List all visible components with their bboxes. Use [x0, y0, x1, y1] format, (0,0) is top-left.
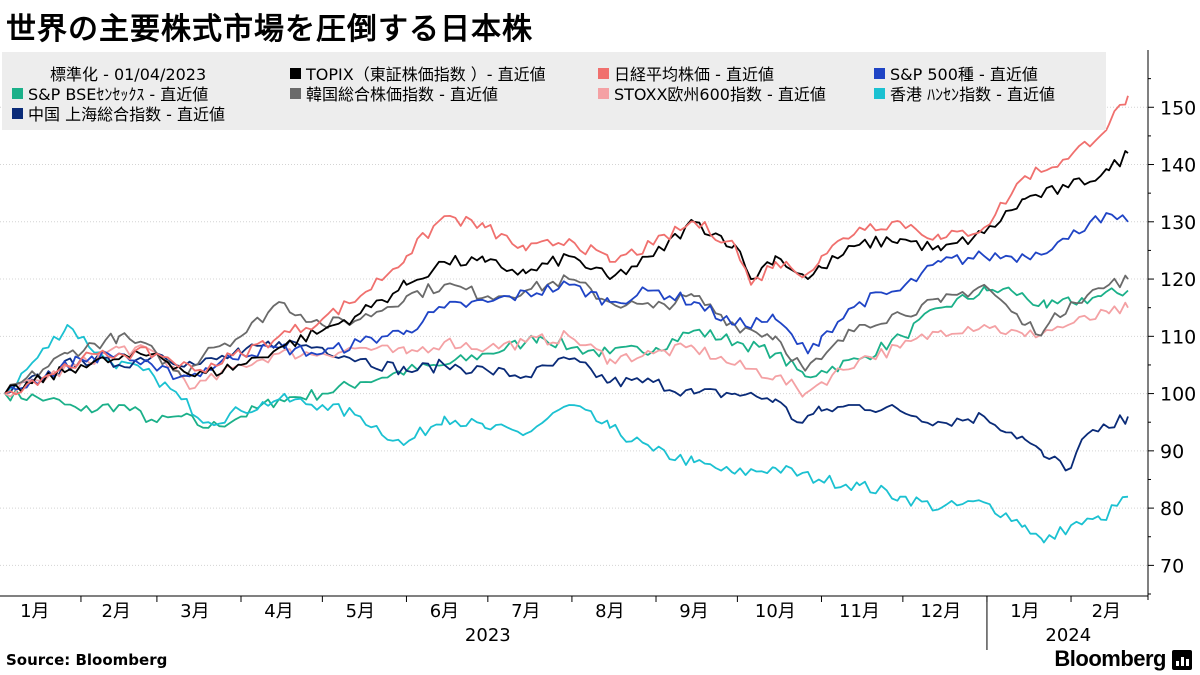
year-label: 2023 — [465, 625, 511, 646]
brand-logo: Bloomberg — [1054, 646, 1166, 671]
legend-item: S&P 500種 - 直近値 — [874, 61, 1038, 85]
series-line — [4, 150, 1129, 395]
legend-header: 標準化 - 01/04/2023 — [50, 65, 207, 84]
x-tick-label: 1月 — [20, 601, 49, 622]
legend-item: 香港 ﾊﾝｾﾝ指数 - 直近値 — [874, 81, 1055, 105]
legend-swatch — [598, 87, 609, 99]
x-tick-label: 6月 — [430, 601, 459, 622]
bar-chart-icon — [1172, 650, 1192, 670]
y-tick-label: 130 — [1160, 212, 1196, 234]
x-tick-label: 9月 — [679, 601, 708, 622]
legend-swatch — [874, 67, 885, 79]
x-tick-label: 5月 — [346, 601, 375, 622]
series-line — [4, 324, 1129, 544]
series-line — [4, 274, 1129, 395]
legend-item: 日経平均株価 - 直近値 — [598, 61, 774, 85]
legend-item: TOPIX（東証株価指数 ）- 直近値 — [290, 61, 546, 85]
x-tick-label: 8月 — [595, 601, 624, 622]
y-tick-label: 150 — [1160, 97, 1196, 119]
legend-item: STOXX欧州600指数 - 直近値 — [598, 81, 826, 105]
series-lines — [4, 95, 1129, 544]
x-tick-label: 2月 — [101, 601, 130, 622]
x-tick-label: 10月 — [755, 601, 796, 622]
legend-label: 日経平均株価 - 直近値 — [614, 65, 774, 84]
legend-label: S&P BSEｾﾝｾｯｸｽ - 直近値 — [28, 85, 209, 104]
axes: 70 80 90 100 110 120 130 140 150 1月 2月 3月 4月 5月 6月 7月 8月… — [0, 50, 1196, 650]
legend-label: 中国 上海総合指数 - 直近値 — [28, 105, 226, 124]
legend-label: S&P 500種 - 直近値 — [890, 65, 1038, 84]
x-tick-label: 2月 — [1092, 601, 1121, 622]
legend-item: 中国 上海総合指数 - 直近値 — [12, 101, 225, 125]
legend-swatch — [290, 67, 301, 79]
x-tick-label: 7月 — [511, 601, 540, 622]
y-tick-label: 90 — [1160, 441, 1184, 463]
legend-swatch — [598, 67, 609, 79]
legend-label: 韓国総合株価指数 - 直近値 — [306, 85, 498, 104]
y-tick-label: 70 — [1160, 555, 1184, 577]
gridlines — [0, 106, 1148, 566]
y-tick-label: 100 — [1160, 384, 1196, 406]
y-tick-label: 140 — [1160, 155, 1196, 177]
year-label: 2024 — [1045, 625, 1091, 646]
x-tick-label: 1月 — [1010, 601, 1039, 622]
source-note: Source: Bloomberg — [6, 651, 168, 669]
legend-label: 香港 ﾊﾝｾﾝ指数 - 直近値 — [890, 85, 1056, 104]
x-tick-label: 11月 — [839, 601, 880, 622]
legend-swatch — [12, 87, 23, 99]
legend-label: TOPIX（東証株価指数 ）- 直近値 — [306, 65, 546, 84]
legend-label: STOXX欧州600指数 - 直近値 — [614, 85, 826, 104]
x-tick-label: 12月 — [920, 601, 961, 622]
legend-item: S&P BSEｾﾝｾｯｸｽ - 直近値 — [12, 81, 208, 105]
chart-title: 世界の主要株式市場を圧倒する日本株 — [6, 12, 533, 47]
series-line — [4, 285, 1129, 429]
series-line — [4, 95, 1129, 396]
legend: 標準化 - 01/04/2023 TOPIX（東証株価指数 ）- 直近値 日経平… — [2, 52, 1106, 130]
legend-swatch — [874, 87, 885, 99]
legend-swatch — [290, 87, 301, 99]
y-tick-label: 110 — [1160, 326, 1196, 348]
legend-item: 韓国総合株価指数 - 直近値 — [290, 81, 498, 105]
y-tick-label: 120 — [1160, 269, 1196, 291]
legend-swatch — [12, 107, 23, 119]
y-tick-label: 80 — [1160, 498, 1184, 520]
x-tick-label: 3月 — [180, 601, 209, 622]
x-tick-label: 4月 — [264, 601, 293, 622]
series-line — [4, 301, 1129, 398]
